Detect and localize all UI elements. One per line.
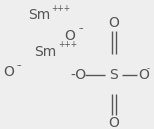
Text: O: O — [109, 16, 119, 30]
Text: +++: +++ — [58, 40, 77, 49]
Text: -O: -O — [71, 68, 87, 82]
Text: O: O — [3, 65, 14, 79]
Text: Sm: Sm — [34, 45, 56, 59]
Text: S: S — [110, 68, 118, 82]
Text: Sm: Sm — [28, 9, 50, 22]
Text: O: O — [65, 29, 76, 43]
Text: +++: +++ — [52, 4, 71, 13]
Text: O: O — [138, 68, 149, 82]
Text: --: -- — [16, 61, 22, 70]
Text: O: O — [109, 116, 119, 129]
Text: --: -- — [79, 25, 84, 34]
Text: -: - — [147, 64, 150, 74]
